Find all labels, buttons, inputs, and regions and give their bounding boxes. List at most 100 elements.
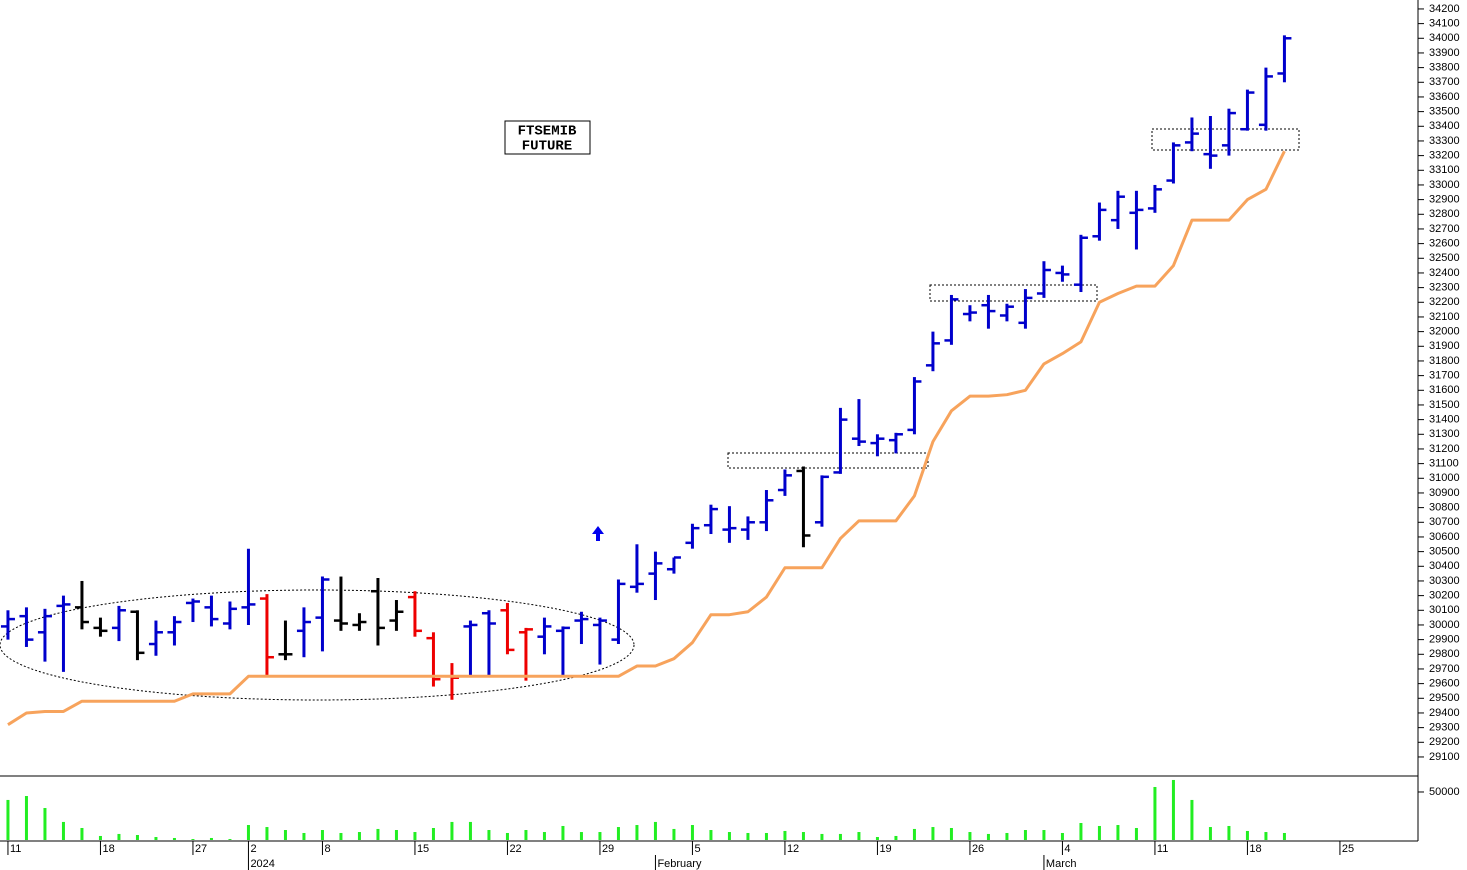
y-tick-label: 33100 bbox=[1429, 164, 1460, 176]
volume-bar bbox=[376, 828, 380, 840]
volume-bar bbox=[1079, 823, 1083, 840]
y-tick-label: 31600 bbox=[1429, 384, 1460, 396]
volume-bar bbox=[246, 825, 250, 840]
y-tick-label: 31800 bbox=[1429, 355, 1460, 367]
volume-bar bbox=[561, 825, 565, 840]
volume-bar bbox=[1060, 832, 1064, 840]
x-tick-label: 18 bbox=[1249, 843, 1261, 855]
y-tick-label: 32000 bbox=[1429, 326, 1460, 338]
x-tick-label: 11 bbox=[1157, 843, 1168, 855]
volume-bar bbox=[1171, 779, 1175, 840]
volume-bar bbox=[986, 833, 990, 840]
volume-bar bbox=[339, 832, 343, 840]
volume-bar bbox=[24, 796, 28, 840]
y-tick-label: 32700 bbox=[1429, 223, 1460, 235]
y-tick-label: 34200 bbox=[1429, 3, 1460, 15]
y-tick-label: 31700 bbox=[1429, 370, 1460, 382]
gap-box bbox=[727, 452, 929, 469]
y-tick-label: 33000 bbox=[1429, 179, 1460, 191]
y-tick-label: 29200 bbox=[1429, 736, 1460, 748]
volume-bar bbox=[968, 832, 972, 840]
period-label: 2024 bbox=[250, 858, 274, 870]
y-tick-label: 30000 bbox=[1429, 619, 1460, 631]
y-tick-label: 32200 bbox=[1429, 296, 1460, 308]
volume-bar bbox=[394, 830, 398, 840]
annotation: FUTURE bbox=[522, 139, 572, 155]
volume-bar bbox=[154, 837, 158, 840]
volume-bar bbox=[468, 821, 472, 840]
y-tick-label: 30800 bbox=[1429, 502, 1460, 514]
signal-arrow bbox=[592, 526, 604, 541]
volume-bar bbox=[1042, 830, 1046, 840]
gap-box bbox=[929, 284, 1098, 302]
y-tick-label: 30200 bbox=[1429, 590, 1460, 602]
x-tick-label: 8 bbox=[324, 843, 330, 855]
y-tick-label: 34100 bbox=[1429, 18, 1460, 30]
y-tick-label: 30700 bbox=[1429, 516, 1460, 528]
y-tick-label: 32400 bbox=[1429, 267, 1460, 279]
volume-bar bbox=[764, 832, 768, 840]
volume-bar bbox=[1264, 832, 1268, 840]
y-tick-label: 29800 bbox=[1429, 648, 1460, 660]
y-tick-label: 50000 bbox=[1429, 786, 1460, 798]
volume-bar bbox=[172, 837, 176, 840]
volume-bar bbox=[6, 799, 10, 840]
y-tick-label: 29100 bbox=[1429, 751, 1460, 763]
stop-line bbox=[7, 150, 1286, 726]
volume-bar bbox=[450, 821, 454, 840]
volume-bar bbox=[357, 832, 361, 840]
volume-bar bbox=[1190, 799, 1194, 840]
y-tick-label: 33500 bbox=[1429, 106, 1460, 118]
volume-bar bbox=[598, 832, 602, 840]
y-tick-label: 32600 bbox=[1429, 238, 1460, 250]
volume-bar bbox=[857, 832, 861, 840]
volume-bar bbox=[117, 833, 121, 840]
volume-bar bbox=[505, 832, 509, 840]
y-tick-label: 30600 bbox=[1429, 531, 1460, 543]
volume-bar bbox=[727, 832, 731, 840]
y-tick-label: 33800 bbox=[1429, 62, 1460, 74]
period-label: February bbox=[657, 858, 702, 870]
volume-bar bbox=[875, 837, 879, 840]
annotation-box bbox=[504, 120, 591, 155]
y-tick-label: 33700 bbox=[1429, 76, 1460, 88]
volume-bar bbox=[653, 821, 657, 840]
x-tick-label: 2 bbox=[250, 843, 256, 855]
y-tick-label: 31200 bbox=[1429, 443, 1460, 455]
y-tick-label: 31400 bbox=[1429, 414, 1460, 426]
y-tick-label: 32100 bbox=[1429, 311, 1460, 323]
volume-bar bbox=[931, 827, 935, 840]
x-tick-label: 5 bbox=[694, 843, 700, 855]
y-tick-label: 33900 bbox=[1429, 47, 1460, 59]
y-tick-label: 30500 bbox=[1429, 546, 1460, 558]
volume-bar bbox=[746, 832, 750, 840]
volume-bar bbox=[209, 837, 213, 840]
volume-bar bbox=[1097, 825, 1101, 840]
x-tick-label: 29 bbox=[602, 843, 614, 855]
y-tick-label: 29300 bbox=[1429, 722, 1460, 734]
volume-bar bbox=[1282, 832, 1286, 840]
volume-bar bbox=[524, 830, 528, 840]
volume-bar bbox=[1023, 830, 1027, 840]
volume-bar bbox=[228, 839, 232, 840]
gap-box bbox=[1151, 128, 1300, 151]
y-tick-label: 31900 bbox=[1429, 340, 1460, 352]
y-tick-label: 29600 bbox=[1429, 678, 1460, 690]
y-tick-label: 31300 bbox=[1429, 428, 1460, 440]
y-tick-label: 30300 bbox=[1429, 575, 1460, 587]
volume-bar bbox=[265, 827, 269, 840]
volume-bar bbox=[616, 827, 620, 840]
x-tick-label: 4 bbox=[1064, 843, 1070, 855]
volume-bar bbox=[894, 835, 898, 840]
x-tick-label: 18 bbox=[102, 843, 114, 855]
x-tick-label: 19 bbox=[879, 843, 891, 855]
volume-bar bbox=[487, 830, 491, 840]
y-tick-label: 33300 bbox=[1429, 135, 1460, 147]
x-tick-label: 26 bbox=[972, 843, 984, 855]
volume-bar bbox=[302, 832, 306, 840]
volume-bar bbox=[1153, 786, 1157, 840]
y-tick-label: 30900 bbox=[1429, 487, 1460, 499]
volume-bar bbox=[635, 825, 639, 840]
volume-bar bbox=[949, 827, 953, 840]
